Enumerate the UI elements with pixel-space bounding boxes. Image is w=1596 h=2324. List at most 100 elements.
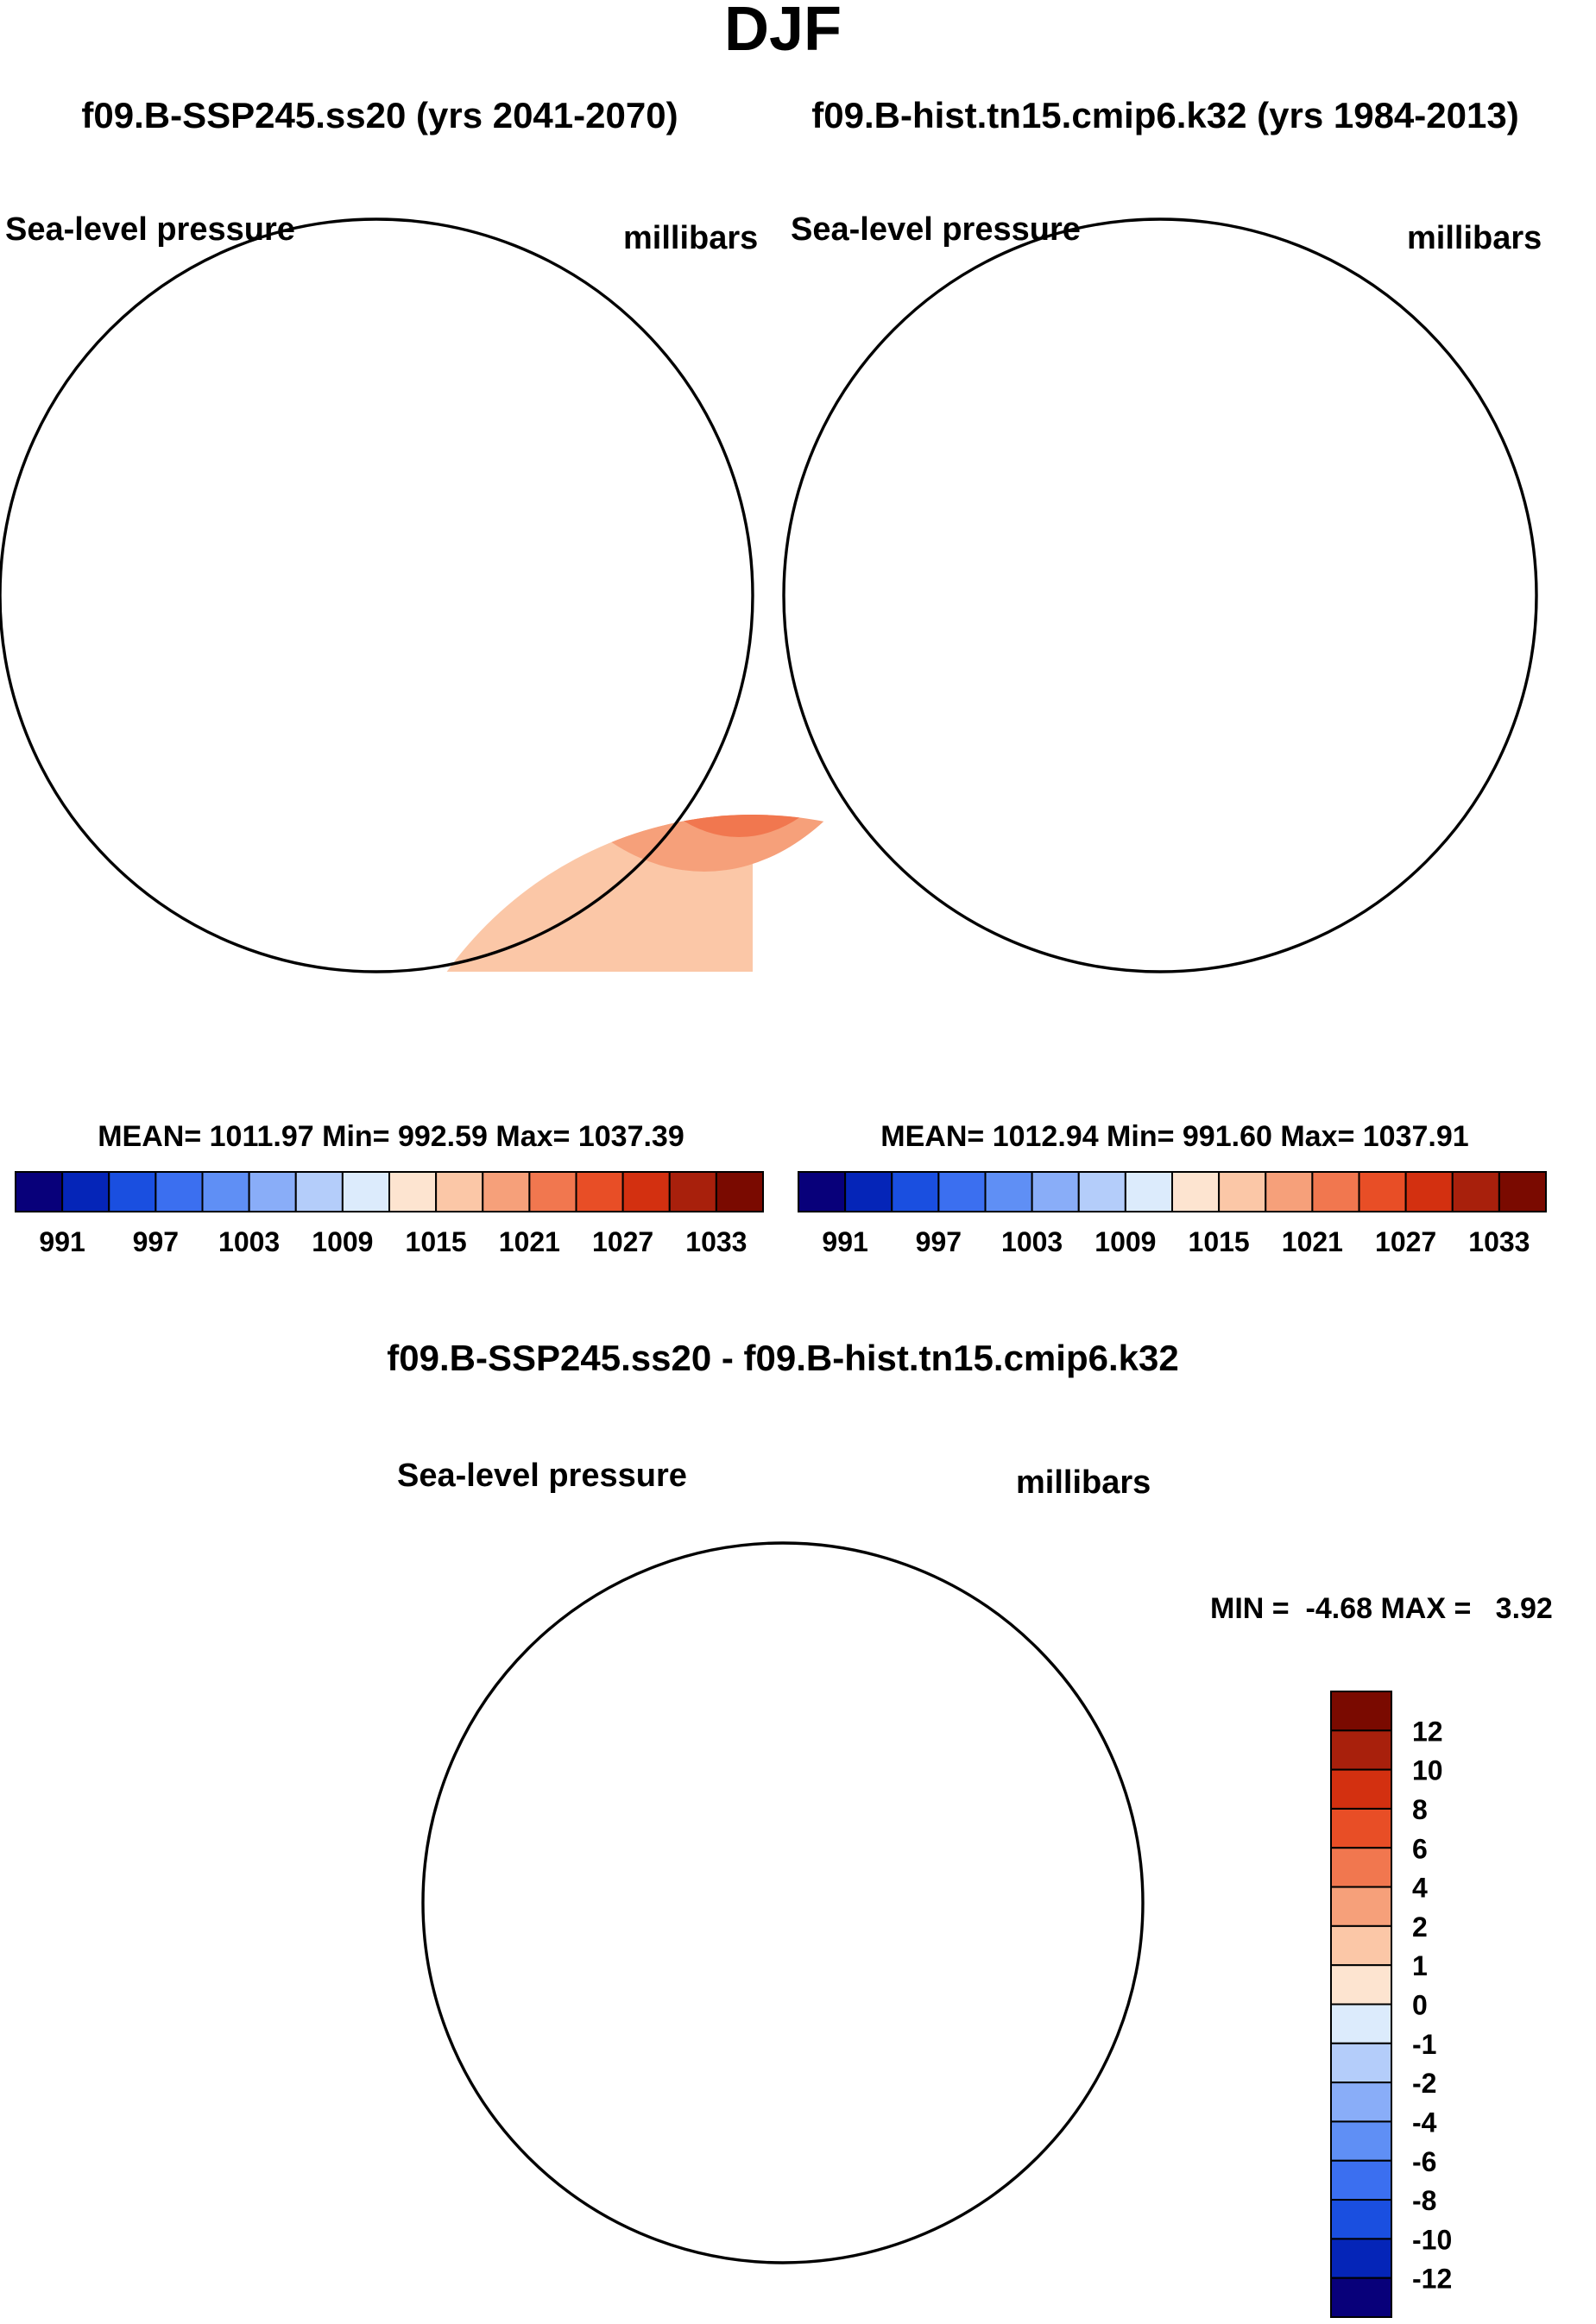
panel-a-colorbar-box: [201, 1171, 250, 1212]
panel-b-colorbar-box: [1077, 1171, 1126, 1212]
panel-a-colorbar-box: [155, 1171, 204, 1212]
panel-b-colorbar-box: [844, 1171, 893, 1212]
panel-a-colorbar-box: [15, 1171, 64, 1212]
panel-c-colorbar-box: [1330, 1729, 1392, 1771]
panel-a-stats: MEAN= 1011.97 Min= 992.59 Max= 1037.39: [98, 1120, 684, 1153]
panel-a-colorbar-box: [61, 1171, 110, 1212]
panel-c-colorbar-label: -6: [1412, 2146, 1436, 2177]
panel-a-colorbar: 991 997 1003 1009 1015 1021 1027 1033: [15, 1171, 764, 1257]
panel-b-colorbar-box: [798, 1171, 847, 1212]
panel-a-colorbar-box: [248, 1171, 297, 1212]
panel-a-colorbar-label: 1027: [592, 1226, 653, 1257]
panel-a-colorbar-label: 991: [39, 1226, 85, 1257]
panel-c-colorbar-label: 4: [1412, 1873, 1428, 1904]
panel-c-header: f09.B-SSP245.ss20 - f09.B-hist.tn15.cmip…: [387, 1338, 1178, 1378]
panel-a-map: [376, 815, 929, 976]
panel-c-map: [412, 1471, 1258, 2265]
panel-b-colorbar: 991 997 1003 1009 1015 1021 1027 1033: [798, 1171, 1547, 1257]
panel-b-colorbar-box: [1311, 1171, 1360, 1212]
panel-b-boundary: [782, 217, 1538, 973]
panel-c-colorbar-label: 12: [1412, 1716, 1443, 1747]
panel-c-colorbar-label: -2: [1412, 2068, 1436, 2099]
panel-c-colorbar-label: -8: [1412, 2185, 1436, 2216]
panel-b-colorbar-box: [1358, 1171, 1407, 1212]
panel-b-colorbar-box: [1218, 1171, 1267, 1212]
panel-a-colorbar-box: [108, 1171, 157, 1212]
panel-b-header: f09.B-hist.tn15.cmip6.k32 (yrs 1984-2013…: [811, 95, 1518, 135]
panel-a-colorbar-box: [668, 1171, 717, 1212]
panel-b-colorbar-box: [984, 1171, 1033, 1212]
panel-b-colorbar-label: 1021: [1282, 1226, 1343, 1257]
panel-b-colorbar-box: [1404, 1171, 1454, 1212]
panel-c-colorbar-label: 6: [1412, 1833, 1428, 1864]
panel-c-colorbar-box: [1330, 2199, 1392, 2240]
panel-b-colorbar-box: [891, 1171, 940, 1212]
panel-b-colorbar-box: [1171, 1171, 1221, 1212]
panel-b-stats: MEAN= 1012.94 Min= 991.60 Max= 1037.91: [880, 1120, 1468, 1153]
panel-b-colorbar-box: [1451, 1171, 1500, 1212]
panel-c-colorbar-label: -10: [1412, 2224, 1452, 2255]
panel-c-colorbar-box: [1330, 2003, 1392, 2044]
panel-c-colorbar-box: [1330, 1847, 1392, 1888]
panel-b-map: [746, 147, 1596, 974]
panel-a-colorbar-label: 997: [133, 1226, 179, 1257]
panel-c-colorbar-label: -12: [1412, 2264, 1452, 2295]
panel-c-colorbar-label: 8: [1412, 1794, 1428, 1825]
panel-a-colorbar-box: [715, 1171, 764, 1212]
panel-c-colorbar-box: [1330, 2238, 1392, 2279]
panel-c-colorbar-box: [1330, 1691, 1392, 1732]
panel-c-left-title: Sea-level pressure: [397, 1458, 687, 1494]
panel-a-colorbar-label: 1015: [406, 1226, 467, 1257]
panel-c-units: millibars: [1016, 1464, 1151, 1501]
panel-a-colorbar-box: [294, 1171, 344, 1212]
panel-a-colorbar-box: [482, 1171, 531, 1212]
panel-c: f09.B-SSP245.ss20 - f09.B-hist.tn15.cmip…: [387, 1338, 1553, 2318]
panel-c-colorbar-label: 2: [1412, 1911, 1428, 1943]
panel-c-colorbar-box: [1330, 2120, 1392, 2162]
panel-b-colorbar-box: [1031, 1171, 1080, 1212]
panel-a-colorbar-box: [575, 1171, 624, 1212]
panel-b-colorbar-label: 1009: [1094, 1226, 1156, 1257]
panel-c-colorbar-label: -4: [1412, 2107, 1437, 2138]
panel-c-colorbar-box: [1330, 2277, 1392, 2318]
panel-b-colorbar-box: [1498, 1171, 1547, 1212]
panel-c-colorbar-box: [1330, 2042, 1392, 2084]
panel-c-boundary: [421, 1541, 1145, 2264]
panel-c-colorbar-label: -1: [1412, 2029, 1436, 2060]
panel-a-units: millibars: [623, 220, 758, 256]
panel-a-colorbar-label: 1021: [499, 1226, 560, 1257]
panel-a-colorbar-label: 1009: [312, 1226, 373, 1257]
panel-a-colorbar-box: [435, 1171, 484, 1212]
panel-b-colorbar-label: 1033: [1468, 1226, 1530, 1257]
panel-c-colorbar-box: [1330, 1807, 1392, 1849]
panel-b-left-title: Sea-level pressure: [791, 211, 1081, 248]
panel-c-colorbar-box: [1330, 1886, 1392, 1927]
panel-c-colorbar-box: [1330, 1964, 1392, 2006]
season-title: DJF: [724, 0, 842, 64]
panel-b-colorbar-label: 997: [916, 1226, 962, 1257]
panel-a-boundary: [0, 217, 754, 973]
panel-c-colorbar-box: [1330, 2159, 1392, 2201]
panel-a-colorbar-box: [341, 1171, 390, 1212]
panel-a: Sea-level pressure millibars: [0, 211, 929, 1257]
panel-c-colorbar-label: 10: [1412, 1755, 1443, 1786]
panel-b-colorbar-box: [1124, 1171, 1173, 1212]
panel-b-colorbar-label: 991: [822, 1226, 867, 1257]
panel-c-colorbar-label: 0: [1412, 1990, 1428, 2021]
panel-b-colorbar-label: 1027: [1375, 1226, 1436, 1257]
panel-b-colorbar-box: [1265, 1171, 1314, 1212]
panel-c-colorbar-label: 1: [1412, 1950, 1428, 1981]
panel-b-units: millibars: [1407, 220, 1542, 256]
panel-a-colorbar-label: 1003: [218, 1226, 280, 1257]
panel-a-colorbar-box: [528, 1171, 577, 1212]
panel-a-header: f09.B-SSP245.ss20 (yrs 2041-2070): [81, 95, 678, 135]
panel-b-colorbar-label: 1003: [1001, 1226, 1063, 1257]
panel-a-colorbar-label: 1033: [685, 1226, 747, 1257]
panel-a-colorbar-box: [388, 1171, 438, 1212]
panel-a-left-title: Sea-level pressure: [5, 211, 295, 248]
panel-b: Sea-level pressure millibars MEAN= 1012.…: [746, 147, 1596, 1257]
panel-a-colorbar-box: [621, 1171, 671, 1212]
panel-b-colorbar-box: [937, 1171, 987, 1212]
